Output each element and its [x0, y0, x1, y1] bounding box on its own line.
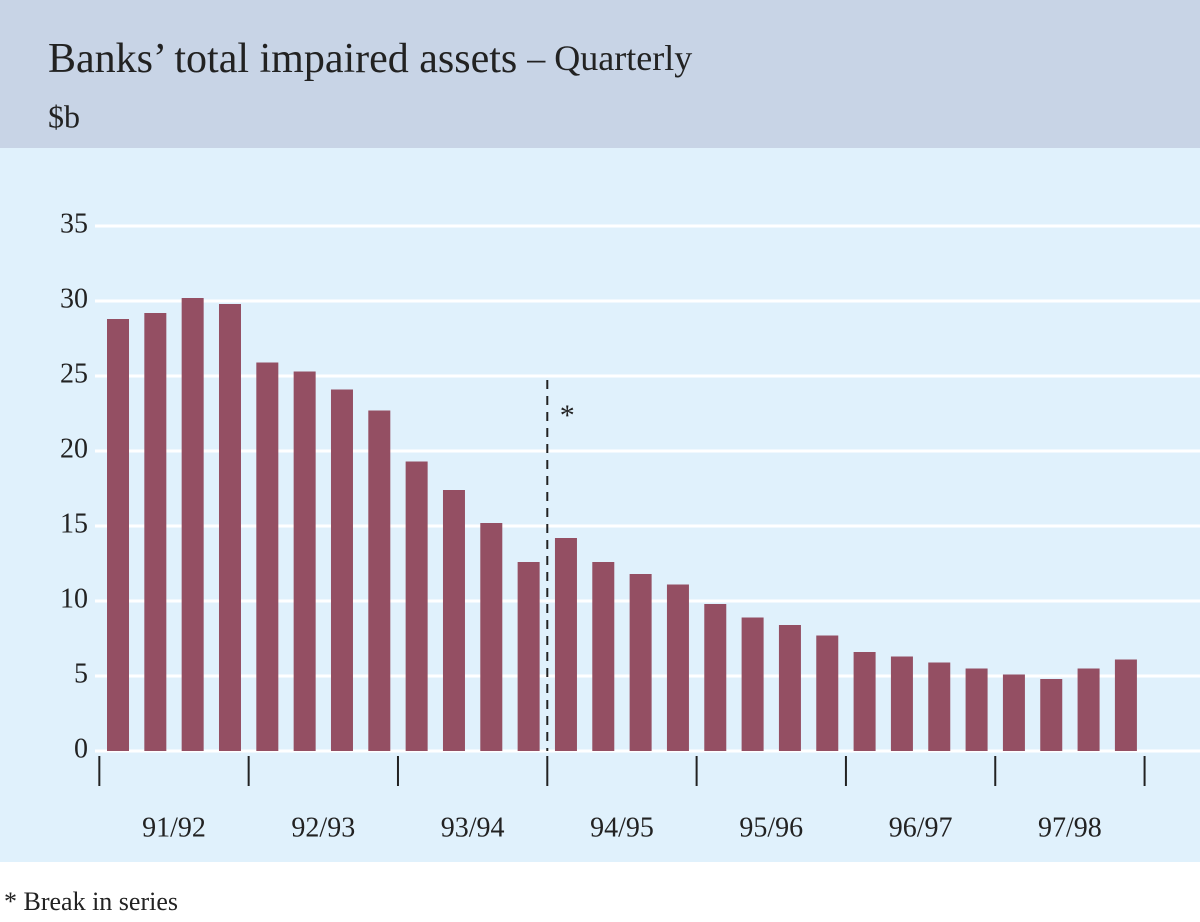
bar	[256, 362, 279, 751]
chart-title: Banks’ total impaired assets	[48, 36, 517, 82]
y-tick-label: 35	[60, 208, 88, 239]
y-tick-label: 0	[74, 733, 88, 764]
bar	[853, 652, 876, 751]
y-axis-label: $b	[48, 98, 80, 134]
y-tick-label: 25	[60, 358, 88, 389]
bar	[144, 313, 167, 751]
bar	[181, 298, 204, 751]
bar	[218, 304, 241, 751]
bar	[666, 584, 689, 751]
bar	[965, 668, 988, 751]
bar	[592, 562, 615, 751]
bar	[368, 410, 391, 751]
bar	[1114, 659, 1137, 751]
bar	[928, 662, 951, 751]
bar	[554, 538, 577, 751]
footnote: * Break in series	[4, 887, 178, 916]
bar	[741, 617, 764, 751]
bar	[890, 656, 913, 751]
y-tick-label: 5	[74, 658, 88, 689]
y-tick-label: 30	[60, 283, 88, 314]
bar	[405, 461, 428, 751]
bar	[293, 371, 316, 751]
bar	[1002, 674, 1025, 751]
x-tick-label: 93/94	[441, 812, 505, 843]
plot-background	[0, 148, 1200, 862]
header-band	[0, 0, 1200, 148]
bar	[107, 319, 129, 751]
bar	[517, 562, 540, 751]
bar	[704, 604, 727, 751]
bar	[1077, 668, 1100, 751]
bar	[1040, 679, 1063, 751]
x-tick-label: 92/93	[291, 812, 355, 843]
y-tick-label: 15	[60, 508, 88, 539]
x-tick-label: 97/98	[1038, 812, 1102, 843]
bar	[442, 490, 465, 751]
y-tick-label: 20	[60, 433, 88, 464]
bar	[778, 625, 801, 751]
y-tick-label: 10	[60, 583, 88, 614]
x-tick-label: 95/96	[739, 812, 803, 843]
chart-subtitle: – Quarterly	[526, 38, 692, 78]
x-tick-label: 94/95	[590, 812, 654, 843]
break-marker: *	[560, 399, 575, 432]
x-tick-label: 91/92	[142, 812, 206, 843]
bar	[330, 389, 353, 751]
chart-title-line: Banks’ total impaired assets – Quarterly	[48, 36, 692, 82]
bar	[480, 523, 503, 751]
bar	[629, 574, 652, 751]
x-tick-label: 96/97	[889, 812, 953, 843]
bar	[816, 635, 839, 751]
